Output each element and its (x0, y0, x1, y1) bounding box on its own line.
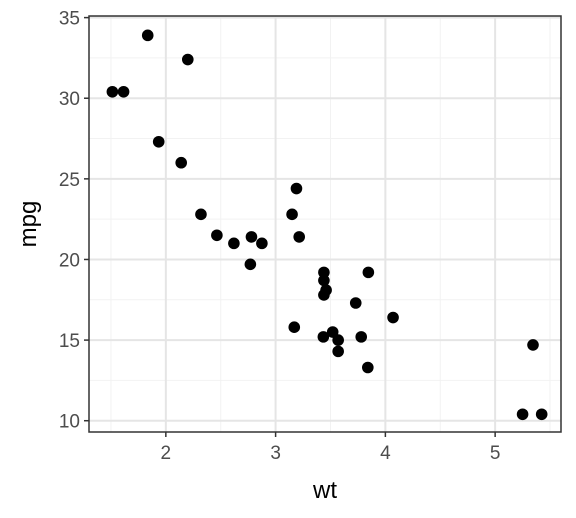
data-point (318, 289, 330, 301)
data-point (181, 53, 194, 66)
data-point (290, 182, 303, 195)
ticks-layer: 2 3 4 5 10 15 20 25 30 35 (59, 9, 501, 464)
y-tick-label: 20 (59, 250, 80, 271)
x-tick-label: 3 (270, 443, 281, 464)
data-point (141, 29, 154, 42)
data-point (293, 231, 306, 243)
data-point (256, 237, 268, 250)
data-point (362, 266, 375, 279)
data-point (317, 331, 330, 343)
data-point (318, 266, 330, 279)
panel-border (88, 15, 562, 433)
points-layer (106, 29, 548, 421)
x-tick-label: 5 (490, 443, 501, 464)
data-point (175, 156, 188, 169)
y-axis-title: mpg (15, 201, 42, 248)
data-point (349, 297, 362, 309)
data-point (318, 274, 330, 287)
y-tick-label: 35 (59, 9, 80, 30)
x-tick-label: 4 (380, 443, 391, 464)
data-point (288, 321, 301, 333)
grid-layer (89, 16, 561, 432)
data-point (244, 258, 257, 271)
data-point (535, 408, 548, 421)
x-axis-title: wt (312, 477, 337, 504)
data-point (332, 345, 344, 358)
data-point (362, 361, 374, 374)
data-point (332, 334, 344, 346)
y-tick-label: 25 (59, 170, 80, 191)
data-point (195, 208, 207, 221)
data-point (152, 135, 165, 148)
data-point (228, 237, 240, 250)
data-point (355, 331, 368, 343)
data-point (286, 208, 298, 221)
data-point (106, 85, 119, 98)
data-point (387, 311, 399, 324)
y-tick-label: 30 (59, 89, 80, 110)
data-point (245, 231, 258, 243)
data-point (211, 229, 223, 242)
data-point (117, 85, 130, 98)
data-point (516, 408, 529, 421)
x-tick-label: 2 (161, 443, 172, 464)
y-tick-label: 15 (59, 331, 80, 352)
data-point (527, 339, 539, 351)
y-tick-label: 10 (59, 412, 80, 433)
